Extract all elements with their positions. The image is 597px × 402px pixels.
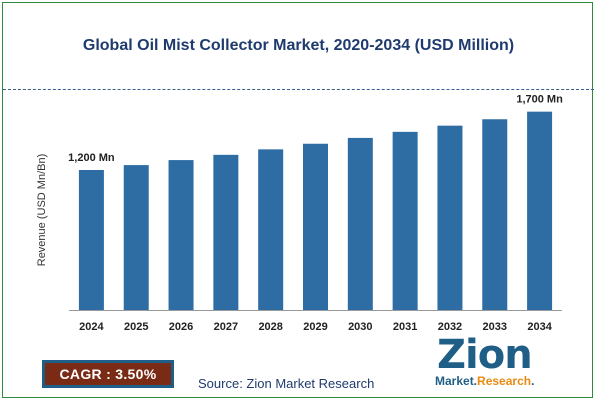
zion-logo: Zion Market.Research.	[433, 332, 553, 394]
x-tick-label: 2027	[214, 321, 238, 333]
bar-2029	[303, 143, 328, 310]
cagr-text: CAGR : 3.50%	[45, 363, 171, 385]
x-tick-label: 2031	[393, 321, 417, 333]
cagr-badge: CAGR : 3.50%	[42, 360, 174, 388]
chart-title: Global Oil Mist Collector Market, 2020-2…	[82, 37, 515, 54]
bar-2032	[437, 125, 463, 311]
source-text: Source: Zion Market Research	[198, 376, 375, 391]
data-label: 1,200 Mn	[68, 152, 115, 164]
bar-2033	[482, 119, 508, 310]
bar-2027	[213, 154, 239, 310]
x-tick-label: 2025	[124, 321, 148, 333]
bar-2024	[78, 170, 104, 310]
x-tick-label: 2030	[348, 321, 372, 333]
title-divider	[3, 89, 594, 90]
x-tick-label: 2024	[79, 321, 104, 333]
x-tick-label: 2029	[303, 321, 327, 333]
x-tick-label: 2034	[527, 321, 552, 333]
bar-2028	[258, 149, 284, 310]
x-tick-label: 2028	[258, 321, 282, 333]
x-tick-label: 2026	[169, 321, 193, 333]
bar-2026	[168, 160, 194, 310]
logo-subtitle: Market.Research.	[435, 374, 535, 388]
bar-2030	[347, 137, 373, 310]
bar-2034	[527, 111, 553, 311]
x-tick-label: 2033	[483, 321, 507, 333]
x-tick-label: 2032	[438, 321, 462, 333]
bar-2025	[123, 165, 149, 310]
bar-2031	[392, 131, 418, 310]
logo-word: Zion	[437, 332, 533, 378]
data-label: 1,700 Mn	[516, 94, 563, 106]
